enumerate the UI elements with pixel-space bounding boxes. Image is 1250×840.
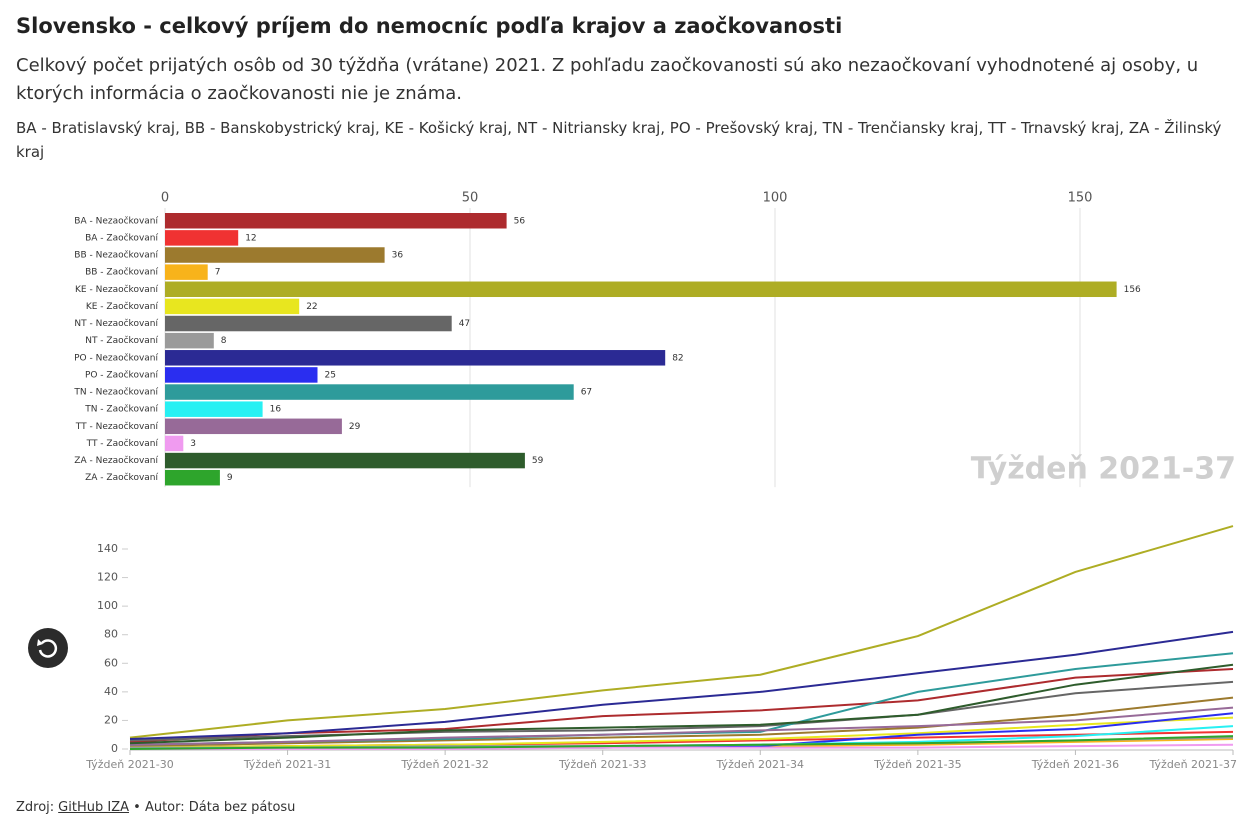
line-series bbox=[129, 696, 1234, 748]
bar-label: PO - Nezaočkovaní bbox=[74, 352, 158, 363]
bar-label: BA - Zaočkovaní bbox=[85, 232, 158, 243]
y-tick-label: 40 bbox=[104, 685, 118, 698]
source-label: Zdroj: bbox=[16, 800, 55, 815]
value-label: 22 bbox=[306, 302, 317, 312]
x-tick-label: 0 bbox=[161, 191, 169, 206]
x-tick-label: 100 bbox=[763, 191, 788, 206]
x-tick-label: 50 bbox=[462, 191, 479, 206]
line-series bbox=[129, 663, 1234, 745]
title: Slovensko - celkový príjem do nemocníc p… bbox=[16, 14, 843, 38]
bar bbox=[165, 247, 385, 263]
bar bbox=[165, 401, 263, 417]
footer: Zdroj: GitHub IZA • Autor: Dáta bez pátos… bbox=[16, 800, 299, 815]
y-tick-label: 60 bbox=[104, 656, 118, 669]
value-label: 67 bbox=[581, 388, 592, 398]
author: • Autor: Dáta bez pátosu bbox=[133, 800, 296, 815]
x-tick-label: Týždeň 2021-30 bbox=[85, 758, 173, 771]
y-tick-label: 80 bbox=[104, 628, 118, 641]
y-tick-label: 20 bbox=[104, 713, 118, 726]
source-link[interactable]: GitHub IZA bbox=[58, 800, 129, 815]
y-tick-label: 120 bbox=[97, 571, 118, 584]
bar bbox=[165, 435, 184, 452]
x-tick-label: Týždeň 2021-32 bbox=[400, 758, 488, 771]
y-tick-label: 100 bbox=[97, 599, 118, 612]
value-label: 8 bbox=[221, 336, 227, 346]
bar bbox=[165, 384, 574, 400]
x-tick-label: Týždeň 2021-33 bbox=[558, 758, 646, 771]
x-tick-label: Týždeň 2021-35 bbox=[873, 758, 961, 771]
line-series bbox=[130, 743, 1234, 750]
y-tick-label: 140 bbox=[97, 542, 118, 555]
value-label: 56 bbox=[514, 216, 526, 226]
bar-label: ZA - Nezaočkovaní bbox=[74, 455, 158, 466]
value-label: 9 bbox=[227, 473, 233, 483]
bar-label: TN - Zaočkovaní bbox=[84, 404, 158, 415]
bar bbox=[165, 281, 1117, 298]
value-label: 59 bbox=[532, 456, 544, 466]
bar bbox=[165, 332, 214, 349]
bar-label: ZA - Zaočkovaní bbox=[85, 472, 158, 483]
x-tick-label: 150 bbox=[1068, 191, 1093, 206]
value-label: 36 bbox=[392, 251, 404, 261]
value-label: 29 bbox=[349, 422, 361, 432]
line-series bbox=[129, 668, 1234, 743]
bar-label: BB - Nezaočkovaní bbox=[74, 250, 158, 261]
bar bbox=[165, 469, 220, 486]
bar-label: TT - Zaočkovaní bbox=[86, 438, 159, 449]
bar-label: KE - Zaočkovaní bbox=[86, 301, 159, 312]
bar bbox=[165, 367, 318, 383]
bar-label: PO - Zaočkovaní bbox=[85, 369, 159, 380]
bar-label: KE - Nezaočkovaní bbox=[75, 284, 158, 295]
replay-icon[interactable] bbox=[38, 639, 58, 658]
x-tick-label: Týždeň 2021-36 bbox=[1031, 758, 1119, 771]
value-label: 3 bbox=[190, 439, 196, 449]
line-series bbox=[129, 735, 1234, 750]
value-label: 7 bbox=[215, 268, 221, 278]
replay-button[interactable] bbox=[28, 628, 68, 668]
period-annotation: Týždeň 2021-37 bbox=[971, 452, 1236, 487]
line-series bbox=[129, 525, 1234, 739]
bar bbox=[165, 452, 525, 469]
subtitle: Celkový počet prijatých osôb od 30 týždň… bbox=[16, 55, 1199, 104]
charts: 0 50 100 150 BA - Nezaočkovaní 56 BA - Zaočkov… bbox=[28, 191, 1237, 771]
line-series bbox=[129, 716, 1234, 749]
bar bbox=[165, 298, 300, 315]
value-label: 25 bbox=[325, 370, 336, 380]
value-label: 156 bbox=[1124, 285, 1141, 295]
bar bbox=[165, 213, 507, 229]
value-label: 47 bbox=[459, 319, 470, 329]
bar bbox=[165, 230, 239, 246]
note: BA - Bratislavský kraj, BB - Banskobystr… bbox=[16, 119, 1222, 161]
x-tick-label: Týždeň 2021-37 bbox=[1149, 758, 1237, 771]
x-tick-label: Týždeň 2021-34 bbox=[716, 758, 804, 771]
replay-circle[interactable] bbox=[28, 628, 68, 668]
replay-arrow[interactable] bbox=[37, 639, 43, 646]
value-label: 16 bbox=[270, 405, 282, 415]
bar-label: BB - Zaočkovaní bbox=[85, 267, 158, 278]
bar-label: NT - Nezaočkovaní bbox=[74, 318, 158, 329]
value-label: 82 bbox=[672, 353, 683, 363]
bar-label: TT - Nezaočkovaní bbox=[75, 421, 159, 432]
value-label: 12 bbox=[245, 233, 256, 243]
bar bbox=[165, 418, 342, 435]
y-tick-label: 0 bbox=[111, 742, 118, 755]
line-series bbox=[129, 630, 1234, 740]
bar bbox=[165, 350, 666, 366]
line-series bbox=[129, 706, 1234, 746]
bar bbox=[165, 264, 208, 280]
bar bbox=[165, 315, 452, 332]
x-tick-label: Týždeň 2021-31 bbox=[243, 758, 331, 771]
bar-label: TN - Nezaočkovaní bbox=[73, 387, 158, 398]
bar-label: BA - Nezaočkovaní bbox=[74, 215, 158, 226]
bar-label: NT - Zaočkovaní bbox=[85, 335, 158, 346]
